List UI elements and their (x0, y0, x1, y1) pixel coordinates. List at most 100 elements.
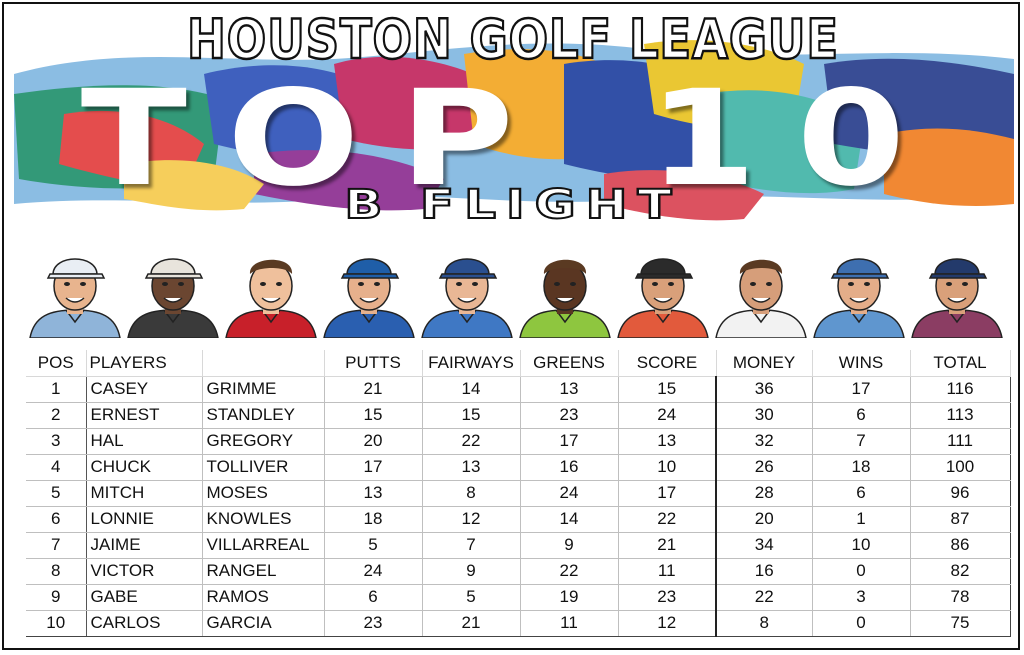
cell-greens: 22 (520, 558, 619, 585)
cell-fairways: 12 (422, 506, 521, 533)
cell-wins: 6 (812, 480, 911, 507)
cell-first: LONNIE (86, 506, 203, 533)
cell-total: 78 (910, 584, 1011, 611)
avatar-8 (712, 240, 810, 338)
cell-last: STANDLEY (202, 402, 325, 429)
cell-total: 111 (910, 428, 1011, 455)
header-money: MONEY (716, 350, 813, 377)
cell-fairways: 5 (422, 584, 521, 611)
cell-score: 23 (618, 584, 717, 611)
cell-fairways: 13 (422, 454, 521, 481)
cell-total: 96 (910, 480, 1011, 507)
cell-putts: 21 (324, 376, 423, 403)
cell-first: CARLOS (86, 610, 203, 637)
cell-score: 17 (618, 480, 717, 507)
avatar-4 (320, 240, 418, 338)
cell-greens: 14 (520, 506, 619, 533)
cell-pos: 3 (26, 428, 87, 455)
avatar-6 (516, 240, 614, 338)
cell-total: 113 (910, 402, 1011, 429)
cell-money: 28 (715, 480, 813, 507)
cell-pos: 8 (26, 558, 87, 585)
cell-total: 116 (910, 376, 1011, 403)
cell-pos: 5 (26, 480, 87, 507)
cell-score: 10 (618, 454, 717, 481)
cell-last: GARCIA (202, 610, 325, 637)
cell-putts: 23 (324, 610, 423, 637)
table-row: 6 LONNIE KNOWLES 18 12 14 22 20 1 87 (26, 506, 1011, 533)
cell-putts: 15 (324, 402, 423, 429)
cell-pos: 9 (26, 584, 87, 611)
avatar-10 (908, 240, 1006, 338)
avatar-5 (418, 240, 516, 338)
header-wins: WINS (812, 350, 911, 377)
avatar-2 (124, 240, 222, 338)
cell-last: TOLLIVER (202, 454, 325, 481)
cell-money: 22 (715, 584, 813, 611)
table-row: 2 ERNEST STANDLEY 15 15 23 24 30 6 113 (26, 402, 1011, 429)
cell-pos: 1 (26, 376, 87, 403)
cell-wins: 0 (812, 610, 911, 637)
cell-putts: 18 (324, 506, 423, 533)
cell-wins: 10 (812, 532, 911, 559)
cell-first: MITCH (86, 480, 203, 507)
table-body: 1 CASEY GRIMME 21 14 13 15 36 17 116 2 ERNEST STANDL… (26, 376, 1011, 637)
cell-pos: 10 (26, 610, 87, 637)
table-row: 10 CARLOS GARCIA 23 21 11 12 8 0 75 (26, 610, 1011, 637)
cell-last: GRIMME (202, 376, 325, 403)
cell-putts: 13 (324, 480, 423, 507)
cell-putts: 6 (324, 584, 423, 611)
table-row: 5 MITCH MOSES 13 8 24 17 28 6 96 (26, 480, 1011, 507)
cell-money: 26 (715, 454, 813, 481)
header-score: SCORE (618, 350, 717, 377)
table-row: 9 GABE RAMOS 6 5 19 23 22 3 78 (26, 584, 1011, 611)
header-pos: POS (26, 350, 87, 377)
cell-score: 11 (618, 558, 717, 585)
cell-first: GABE (86, 584, 203, 611)
banner: HOUSTON GOLF LEAGUE TOP 10 B FLIGHT (4, 4, 1018, 236)
cell-first: CHUCK (86, 454, 203, 481)
cell-first: CASEY (86, 376, 203, 403)
cell-pos: 7 (26, 532, 87, 559)
avatar-1 (26, 240, 124, 338)
flight-subtitle: B FLIGHT (343, 181, 682, 229)
cell-first: ERNEST (86, 402, 203, 429)
cell-greens: 24 (520, 480, 619, 507)
table-row: 4 CHUCK TOLLIVER 17 13 16 10 26 18 100 (26, 454, 1011, 481)
cell-wins: 3 (812, 584, 911, 611)
table-row: 8 VICTOR RANGEL 24 9 22 11 16 0 82 (26, 558, 1011, 585)
header-total: TOTAL (910, 350, 1011, 377)
avatar-9 (810, 240, 908, 338)
cell-pos: 6 (26, 506, 87, 533)
cell-fairways: 14 (422, 376, 521, 403)
player-avatars (26, 240, 1006, 338)
top-ten-headline: TOP 10 (80, 62, 946, 216)
cell-fairways: 7 (422, 532, 521, 559)
cell-money: 20 (715, 506, 813, 533)
cell-pos: 4 (26, 454, 87, 481)
cell-last: VILLARREAL (202, 532, 325, 559)
cell-wins: 6 (812, 402, 911, 429)
cell-money: 8 (715, 610, 813, 637)
cell-first: VICTOR (86, 558, 203, 585)
cell-greens: 16 (520, 454, 619, 481)
header-players: PLAYERS (86, 350, 203, 377)
cell-fairways: 21 (422, 610, 521, 637)
cell-score: 22 (618, 506, 717, 533)
cell-greens: 11 (520, 610, 619, 637)
header-greens: GREENS (520, 350, 619, 377)
cell-money: 34 (715, 532, 813, 559)
cell-greens: 9 (520, 532, 619, 559)
cell-money: 30 (715, 402, 813, 429)
table-row: 7 JAIME VILLARREAL 5 7 9 21 34 10 86 (26, 532, 1011, 559)
cell-greens: 23 (520, 402, 619, 429)
cell-total: 86 (910, 532, 1011, 559)
cell-wins: 7 (812, 428, 911, 455)
cell-putts: 24 (324, 558, 423, 585)
cell-putts: 5 (324, 532, 423, 559)
cell-first: HAL (86, 428, 203, 455)
cell-last: GREGORY (202, 428, 325, 455)
cell-score: 13 (618, 428, 717, 455)
cell-wins: 1 (812, 506, 911, 533)
